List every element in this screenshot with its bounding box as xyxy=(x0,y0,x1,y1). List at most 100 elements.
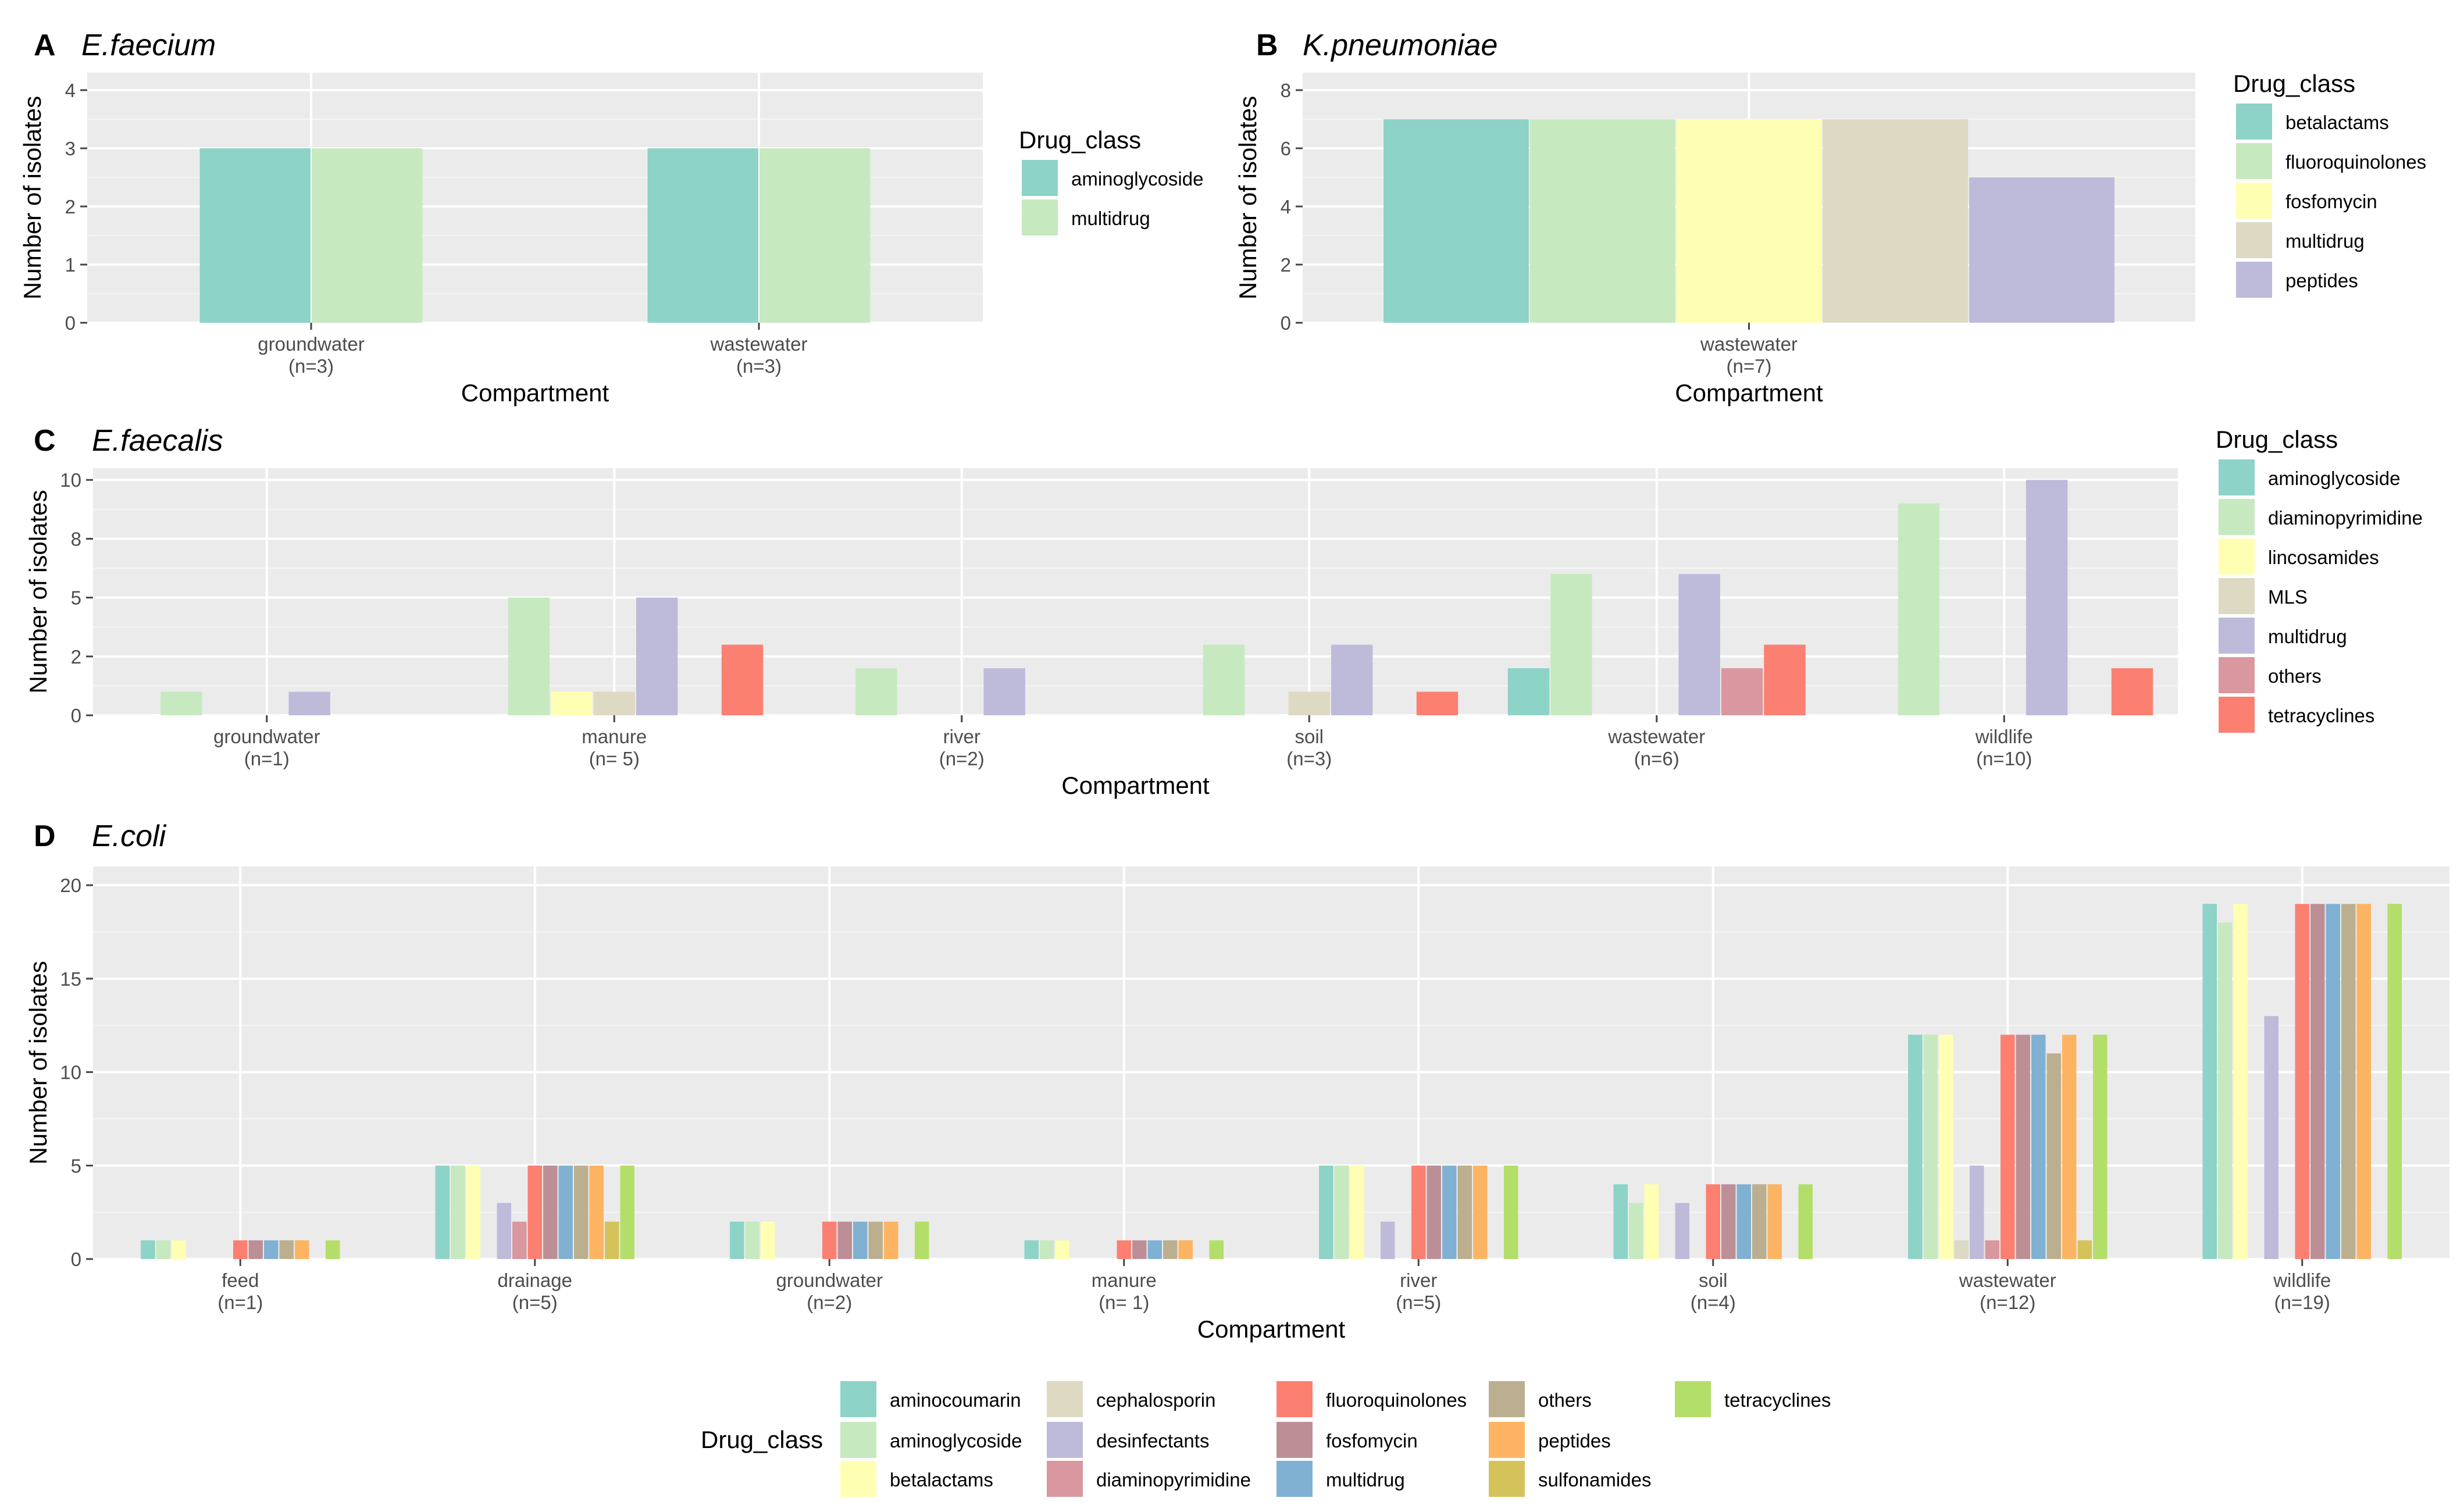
x-tick-label: (n=6) xyxy=(1634,748,1679,769)
bar-cephalosporin xyxy=(1954,1240,1969,1259)
legend-title: Drug_class xyxy=(2233,70,2355,97)
bar-diaminopyrimidine xyxy=(1203,644,1245,715)
bar-peptides xyxy=(1969,177,2114,323)
x-tick-label: soil xyxy=(1699,1269,1728,1291)
bar-tetracyclines xyxy=(914,1221,929,1259)
panel-D: D E.coli05101520feed(n=1)drainage(n=5)gro… xyxy=(24,819,2449,1343)
legend-swatch xyxy=(1489,1422,1525,1458)
panel-letter: A xyxy=(34,28,56,62)
y-tick-label: 15 xyxy=(60,968,81,990)
bar-multidrug xyxy=(2031,1035,2046,1259)
bar-aminocoumarin xyxy=(435,1165,450,1259)
x-tick-label: manure xyxy=(582,726,647,747)
panel-letter: D xyxy=(34,819,56,853)
bar-desinfectants xyxy=(2264,1016,2279,1259)
bar-tetracyclines xyxy=(325,1240,340,1259)
bar-tetracyclines xyxy=(1503,1165,1518,1259)
bar-fluoroquinolones xyxy=(1706,1184,1720,1259)
x-tick-label: drainage xyxy=(498,1269,572,1291)
legend: Drug_class aminoglycoside diaminopyrimidin… xyxy=(2216,426,2423,733)
bar-aminocoumarin xyxy=(1613,1184,1628,1259)
legend-swatch xyxy=(2219,539,2255,575)
bar-tetracyclines xyxy=(1416,691,1459,715)
bar-betalactams xyxy=(466,1165,481,1259)
bar-peptides xyxy=(294,1240,309,1259)
legend-title: Drug_class xyxy=(1019,126,1141,154)
bar-betalactams xyxy=(1644,1184,1659,1259)
bar-fluoroquinolones xyxy=(822,1221,837,1259)
bar-fosfomycin xyxy=(1676,119,1822,323)
x-axis-title: Compartment xyxy=(1061,772,1210,799)
bar-aminoglycoside xyxy=(1629,1203,1643,1259)
bar-fosfomycin xyxy=(1427,1165,1441,1259)
y-tick-label: 1 xyxy=(65,254,76,276)
legend-swatch xyxy=(2219,697,2255,733)
legend-swatch xyxy=(1489,1461,1525,1497)
bar-multidrug xyxy=(983,668,1025,715)
y-tick-label: 20 xyxy=(60,875,81,896)
bar-betalactams xyxy=(1383,119,1529,323)
x-tick-label: (n=10) xyxy=(1976,748,2032,769)
bar-multidrug xyxy=(1331,644,1373,715)
legend-label: betalactams xyxy=(890,1469,993,1490)
legend-swatch xyxy=(2236,222,2272,258)
legend-swatch xyxy=(1276,1461,1313,1497)
bar-lincosamides xyxy=(551,691,593,715)
legend-swatch xyxy=(840,1381,876,1417)
x-tick-label: (n= 1) xyxy=(1099,1292,1149,1313)
bar-desinfectants xyxy=(1675,1203,1690,1259)
legend-panel-D: Drug_class aminocoumarin aminoglycoside bet… xyxy=(701,1381,1831,1497)
bar-fosfomycin xyxy=(1721,1184,1736,1259)
legend-swatch xyxy=(2219,459,2255,495)
panel-title: E.faecium xyxy=(81,28,216,62)
bar-aminoglycoside xyxy=(1040,1240,1054,1259)
legend-label: fluoroquinolones xyxy=(1326,1389,1467,1411)
bar-tetracyclines xyxy=(2092,1035,2108,1259)
legend: Drug_class aminoglycoside multidrug xyxy=(1019,126,1203,236)
bar-others xyxy=(2341,904,2356,1259)
x-tick-label: (n=5) xyxy=(1396,1292,1441,1313)
bar-multidrug xyxy=(853,1221,868,1259)
y-tick-label: 0 xyxy=(71,1249,81,1270)
legend-label: fosfomycin xyxy=(2285,191,2377,212)
bar-multidrug xyxy=(263,1240,279,1259)
bar-multidrug xyxy=(558,1165,573,1259)
bar-multidrug xyxy=(312,148,423,323)
y-axis-title: Number of isolates xyxy=(19,96,46,299)
legend-swatch xyxy=(2219,499,2255,535)
x-tick-label: wastewater xyxy=(710,333,808,355)
bar-MLS xyxy=(593,691,635,715)
legend-label: lincosamides xyxy=(2268,547,2379,568)
bar-fluoroquinolones xyxy=(1529,119,1675,323)
plot-background xyxy=(93,468,2178,715)
legend-swatch xyxy=(1047,1461,1083,1497)
bar-diaminopyrimidine xyxy=(508,597,550,715)
y-tick-label: 5 xyxy=(71,587,81,609)
legend-swatch xyxy=(1489,1381,1525,1417)
legend-swatch xyxy=(1047,1381,1083,1417)
y-tick-label: 6 xyxy=(1281,138,1291,159)
legend-label: peptides xyxy=(2285,270,2358,291)
x-tick-label: (n=7) xyxy=(1727,355,1772,377)
bar-others xyxy=(2046,1053,2061,1259)
legend-swatch xyxy=(1022,199,1058,236)
legend-label: betalactams xyxy=(2285,112,2389,133)
bar-tetracyclines xyxy=(2111,668,2153,715)
y-axis-title: Number of isolates xyxy=(24,490,52,693)
panel-letter: B xyxy=(1256,28,1278,62)
bar-aminoglycoside xyxy=(2218,922,2233,1259)
y-tick-label: 5 xyxy=(71,1155,81,1176)
legend-swatch xyxy=(2219,618,2255,654)
bar-diaminopyrimidine xyxy=(1898,503,1940,715)
bar-aminoglycoside xyxy=(199,148,311,323)
bar-aminocoumarin xyxy=(2202,904,2217,1259)
y-tick-label: 4 xyxy=(65,80,76,101)
bar-aminoglycoside xyxy=(1507,668,1550,715)
bar-betalactams xyxy=(1939,1035,1953,1259)
bar-aminoglycoside xyxy=(647,148,758,323)
legend: Drug_class betalactams fluoroquinolones fos… xyxy=(2233,70,2426,298)
bar-fosfomycin xyxy=(1132,1240,1147,1259)
x-axis-title: Compartment xyxy=(1675,379,1823,406)
bar-multidrug xyxy=(759,148,871,323)
